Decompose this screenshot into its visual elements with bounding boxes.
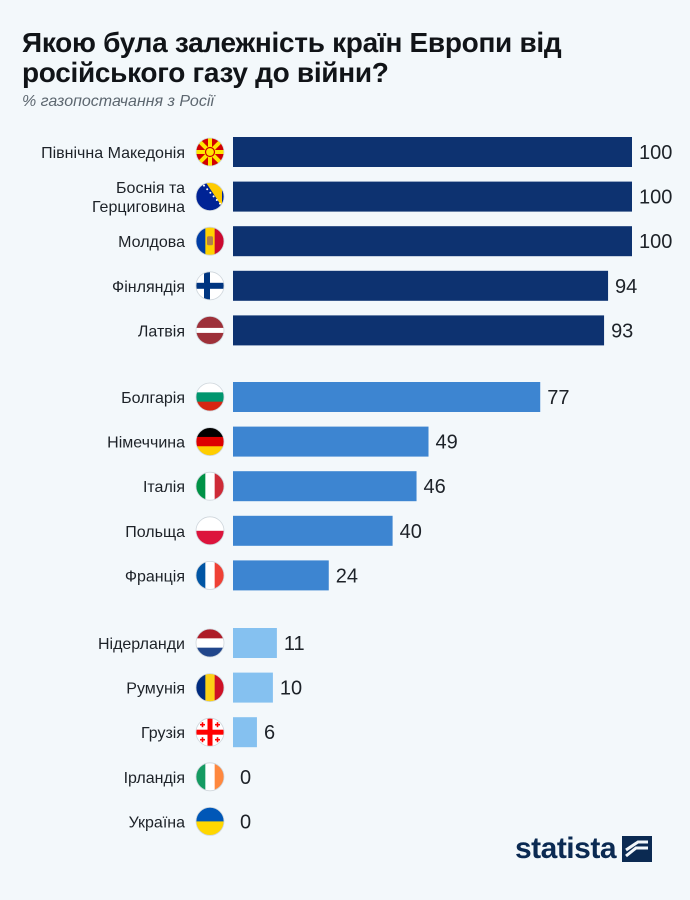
- category-label: Північна Македонія: [41, 145, 185, 162]
- value-label: 100: [639, 187, 672, 209]
- bulgaria-flag-icon: [195, 382, 225, 412]
- value-label: 49: [436, 432, 458, 454]
- category-label: Болгарія: [121, 390, 185, 407]
- bar[interactable]: [233, 560, 329, 591]
- ireland-flag-icon: [195, 762, 225, 792]
- bar[interactable]: [233, 672, 273, 703]
- chart-title: Якою була залежність країн Европи від ро…: [22, 27, 562, 88]
- germany-flag-icon: [195, 427, 225, 457]
- category-label: Італія: [143, 479, 185, 496]
- category-label: Ірландія: [124, 770, 185, 787]
- value-label: 46: [424, 476, 446, 498]
- poland-flag-icon: [195, 516, 225, 546]
- bar[interactable]: [233, 137, 632, 167]
- value-label: 94: [615, 276, 637, 298]
- statista-logo-icon: [622, 836, 652, 862]
- ukraine-flag-icon: [195, 807, 225, 836]
- bar[interactable]: [233, 382, 541, 412]
- value-label: 24: [336, 565, 358, 587]
- category-label: Молдова: [118, 234, 185, 251]
- value-label: 100: [639, 231, 672, 253]
- category-label: Грузія: [141, 725, 185, 742]
- value-label: 10: [280, 678, 302, 700]
- value-label: 0: [240, 767, 251, 789]
- value-label: 11: [284, 633, 305, 655]
- north-macedonia-flag-icon: [195, 137, 225, 167]
- bosnia-flag-icon: [195, 182, 225, 212]
- bar[interactable]: [233, 270, 609, 301]
- category-label: Нідерланди: [98, 636, 185, 653]
- bar[interactable]: [233, 315, 605, 346]
- category-label: Боснія та Герциговина: [92, 180, 185, 216]
- bar[interactable]: [233, 426, 429, 457]
- value-label: 77: [547, 387, 569, 409]
- bar[interactable]: [233, 471, 417, 502]
- bar[interactable]: [233, 181, 632, 212]
- category-label: Румунія: [126, 681, 185, 698]
- statista-logo[interactable]: statista: [515, 832, 652, 866]
- romania-flag-icon: [195, 673, 225, 702]
- value-label: 40: [400, 521, 422, 543]
- value-label: 0: [240, 811, 251, 833]
- logo-text: statista: [514, 832, 617, 865]
- bar[interactable]: [233, 515, 393, 546]
- netherlands-flag-icon: [195, 628, 225, 658]
- category-label: Німеччина: [107, 435, 185, 452]
- category-label: Фінляндія: [112, 279, 185, 296]
- moldova-flag-icon: [195, 226, 225, 256]
- value-label: 100: [639, 142, 672, 164]
- category-label: Франція: [125, 568, 185, 585]
- chart-subtitle: % газопостачання з Росії: [22, 93, 214, 110]
- value-label: 93: [611, 320, 633, 342]
- latvia-flag-icon: [195, 315, 225, 345]
- bar[interactable]: [233, 717, 257, 748]
- finland-flag-icon: [195, 271, 225, 301]
- category-label: Україна: [129, 814, 186, 831]
- italy-flag-icon: [195, 471, 225, 501]
- value-label: 6: [264, 722, 275, 744]
- category-label: Латвія: [138, 323, 185, 340]
- bar[interactable]: [233, 628, 277, 658]
- category-label: Польща: [125, 524, 185, 541]
- france-flag-icon: [195, 561, 225, 590]
- bar[interactable]: [233, 226, 632, 257]
- georgia-flag-icon: [195, 717, 225, 747]
